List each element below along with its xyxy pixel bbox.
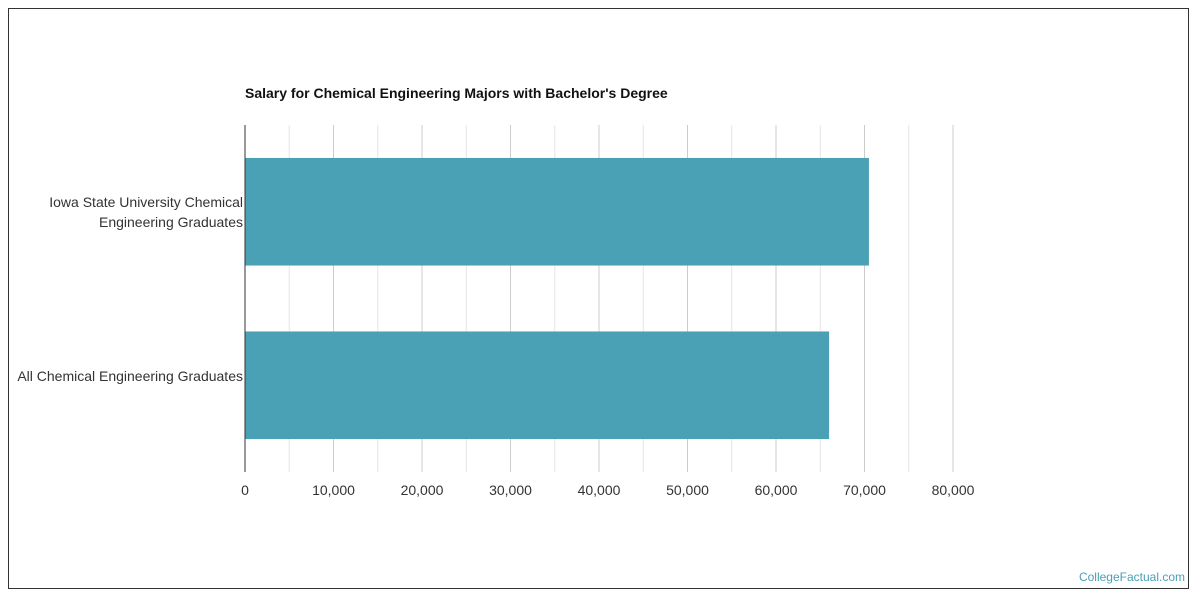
bar-0[interactable] [245,157,869,266]
category-label-all-graduates: All Chemical Engineering Graduates [17,368,243,384]
x-tick-label: 70,000 [843,482,886,498]
chart-title: Salary for Chemical Engineering Majors w… [245,85,668,101]
x-tick-label: 30,000 [489,482,532,498]
x-tick-label: 60,000 [755,482,798,498]
bar-1[interactable] [245,331,830,440]
collegefactual-link[interactable]: CollegeFactual.com [1078,570,1185,584]
x-tick-label: 10,000 [312,482,355,498]
bars [245,157,869,440]
category-label-iowa-state: Iowa State University Chemical Engineeri… [49,194,243,230]
x-tick-label: 20,000 [401,482,444,498]
x-tick-label: 0 [241,482,249,498]
x-axis-ticks: 0 10,000 20,000 30,000 40,000 50,000 60,000 70,… [241,482,975,498]
x-tick-label: 80,000 [932,482,975,498]
x-tick-label: 40,000 [578,482,621,498]
x-tick-label: 50,000 [666,482,709,498]
